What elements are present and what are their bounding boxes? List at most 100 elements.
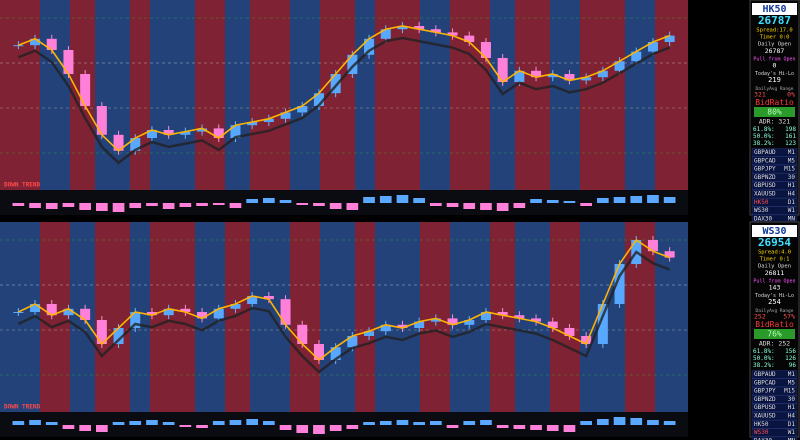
symbol-row[interactable] <box>751 411 798 421</box>
background-band <box>0 0 40 190</box>
symbol: GBPUSD <box>754 404 776 411</box>
symbol: HK50 <box>754 421 769 428</box>
pull: 0 <box>773 62 777 70</box>
timeframe: MN <box>788 215 796 222</box>
volume-bar <box>446 203 459 207</box>
ticker: WS30 <box>762 226 786 237</box>
volume-bar <box>329 425 342 431</box>
symbol: GBPNZD <box>754 174 776 181</box>
candle <box>146 312 157 316</box>
bid-label: BidRatio <box>755 98 794 107</box>
volume-bar <box>263 421 275 425</box>
candle <box>514 315 525 319</box>
candle <box>514 70 525 82</box>
symbol-row[interactable] <box>751 156 798 166</box>
symbol-row[interactable] <box>751 386 798 396</box>
volume-bar <box>513 425 526 429</box>
volume-bar <box>146 420 158 425</box>
candle <box>197 312 208 319</box>
adr: ADR: 321 <box>759 118 790 126</box>
symbol-row[interactable] <box>751 403 798 412</box>
volume-bar <box>29 203 41 208</box>
symbol: GBPCAD <box>754 157 776 164</box>
symbol-row[interactable] <box>751 370 798 379</box>
background-band <box>40 0 70 190</box>
candle <box>531 70 542 78</box>
background-band <box>195 0 225 190</box>
symbol: XAUUSD <box>754 191 776 198</box>
candle <box>397 26 408 30</box>
background-band <box>355 0 375 190</box>
daily-open: 26811 <box>765 269 785 277</box>
candle <box>647 240 658 252</box>
volume-bar <box>413 422 425 425</box>
background-band <box>420 222 450 412</box>
symbol: GBPNZD <box>754 396 776 403</box>
candle <box>146 130 157 138</box>
background-band <box>625 0 655 190</box>
candle <box>531 318 542 322</box>
candle <box>597 304 608 344</box>
symbol-row[interactable] <box>751 181 798 190</box>
timeframe: W1 <box>788 207 796 214</box>
symbol-row[interactable] <box>751 164 798 174</box>
candle <box>464 35 475 42</box>
candle <box>247 122 258 126</box>
fib-label: 50.0%: <box>753 133 775 140</box>
symbol-row[interactable] <box>751 395 798 404</box>
label: Today's Hi-Lo <box>755 293 794 299</box>
background-band <box>40 222 70 412</box>
candle <box>96 106 107 135</box>
symbol-row[interactable] <box>751 428 798 437</box>
volume-bar <box>530 425 542 430</box>
candle <box>581 77 592 81</box>
gutter <box>688 222 750 437</box>
symbol-row[interactable] <box>751 206 798 215</box>
volume-bar <box>463 203 476 209</box>
symbol-row[interactable] <box>751 436 798 440</box>
background-band <box>150 222 195 412</box>
volume-bar <box>363 422 375 425</box>
volume-bar <box>162 203 175 209</box>
background-band <box>655 0 688 190</box>
volume-bar <box>563 201 576 203</box>
volume-bar <box>12 203 25 206</box>
hilo: 254 <box>768 298 781 306</box>
timeframe: D1 <box>788 421 796 428</box>
volume-bar <box>112 203 125 212</box>
volume-area <box>0 190 688 215</box>
volume-bar <box>430 203 442 206</box>
candle <box>63 308 74 316</box>
fib-label: 61.8%: <box>753 126 775 133</box>
background-band <box>130 0 150 190</box>
volume-bar <box>413 198 425 203</box>
background-band <box>375 222 420 412</box>
volume-bar <box>62 425 75 429</box>
timeframe: W1 <box>788 429 796 436</box>
bid-box <box>754 329 795 339</box>
candle <box>280 112 291 119</box>
volume-bar <box>279 200 292 203</box>
background-band <box>550 0 580 190</box>
symbol: WS30 <box>754 429 769 436</box>
candle <box>664 251 675 258</box>
symbol-row[interactable] <box>751 148 798 157</box>
candle <box>631 51 642 62</box>
candle <box>130 138 141 151</box>
candle <box>380 324 391 332</box>
candle <box>96 320 107 344</box>
background-band <box>250 0 290 190</box>
volume-bar <box>396 420 409 425</box>
symbol-row[interactable] <box>751 420 798 429</box>
volume-bar <box>647 195 659 203</box>
bid-label: BidRatio <box>755 320 794 329</box>
symbol-row[interactable] <box>751 173 798 182</box>
symbol-row[interactable] <box>751 198 798 207</box>
symbol-row[interactable] <box>751 378 798 387</box>
symbol: GBPJPY <box>754 388 776 395</box>
candle <box>547 74 558 78</box>
volume-bar <box>129 421 142 425</box>
background-band <box>355 222 375 412</box>
candle <box>263 296 274 300</box>
symbol-row[interactable] <box>751 189 798 199</box>
